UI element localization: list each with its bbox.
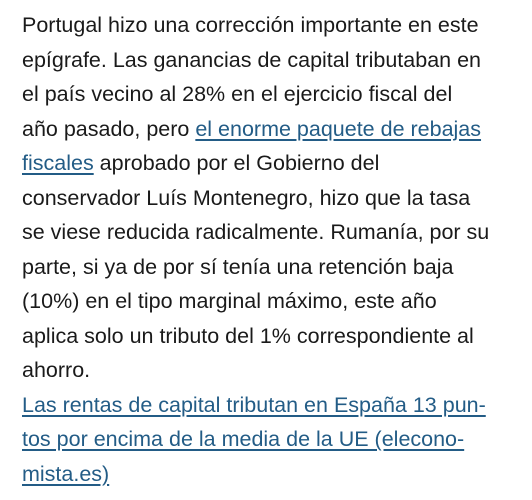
tax-cuts-link-continued[interactable]: fiscales xyxy=(22,151,94,175)
paragraph-line-8: parte, si ya de por sí tenía una retenci… xyxy=(22,254,454,279)
paragraph-line-4: año pasado, pero el enorme paquete de re… xyxy=(22,112,522,147)
article-paragraph: Portugal hizo una corrección importante … xyxy=(22,8,522,388)
related-article-link-line-2[interactable]: tos por encima de la media de la UE (ele… xyxy=(22,427,465,451)
related-article-link-line-1[interactable]: Las rentas de capital tributan en España… xyxy=(22,392,486,417)
paragraph-line-7: se viese reducida radicalmente. Rumanía,… xyxy=(22,220,490,244)
paragraph-line-5: fiscales aprobado por el Gobierno del xyxy=(22,146,522,181)
paragraph-text: aprobado por el Gobierno del xyxy=(93,151,380,175)
paragraph-line-3: el país vecino al 28% en el ejercicio fi… xyxy=(22,82,453,106)
paragraph-line-10: aplica solo un tributo del 1% correspond… xyxy=(22,323,474,348)
tax-cuts-link[interactable]: el enorme paquete de rebajas xyxy=(195,116,482,141)
paragraph-line-2: epígrafe. Las ganancias de capital tribu… xyxy=(22,47,481,72)
article-body: Portugal hizo una corrección importante … xyxy=(22,8,522,491)
paragraph-line-6: conservador Luís Montenegro, hizo que la… xyxy=(22,185,471,210)
paragraph-line-1: Portugal hizo una corrección importante … xyxy=(22,13,479,37)
related-article-link-line-3[interactable]: mista.es) xyxy=(22,461,110,486)
paragraph-text: año pasado, pero xyxy=(22,116,196,141)
related-article: Las rentas de capital tributan en España… xyxy=(22,388,522,492)
paragraph-line-9: (10%) en el tipo marginal máximo, este a… xyxy=(22,289,437,313)
paragraph-line-11: ahorro. xyxy=(22,358,91,382)
related-article-link-line-3-wrap: mista.es) xyxy=(22,457,522,492)
